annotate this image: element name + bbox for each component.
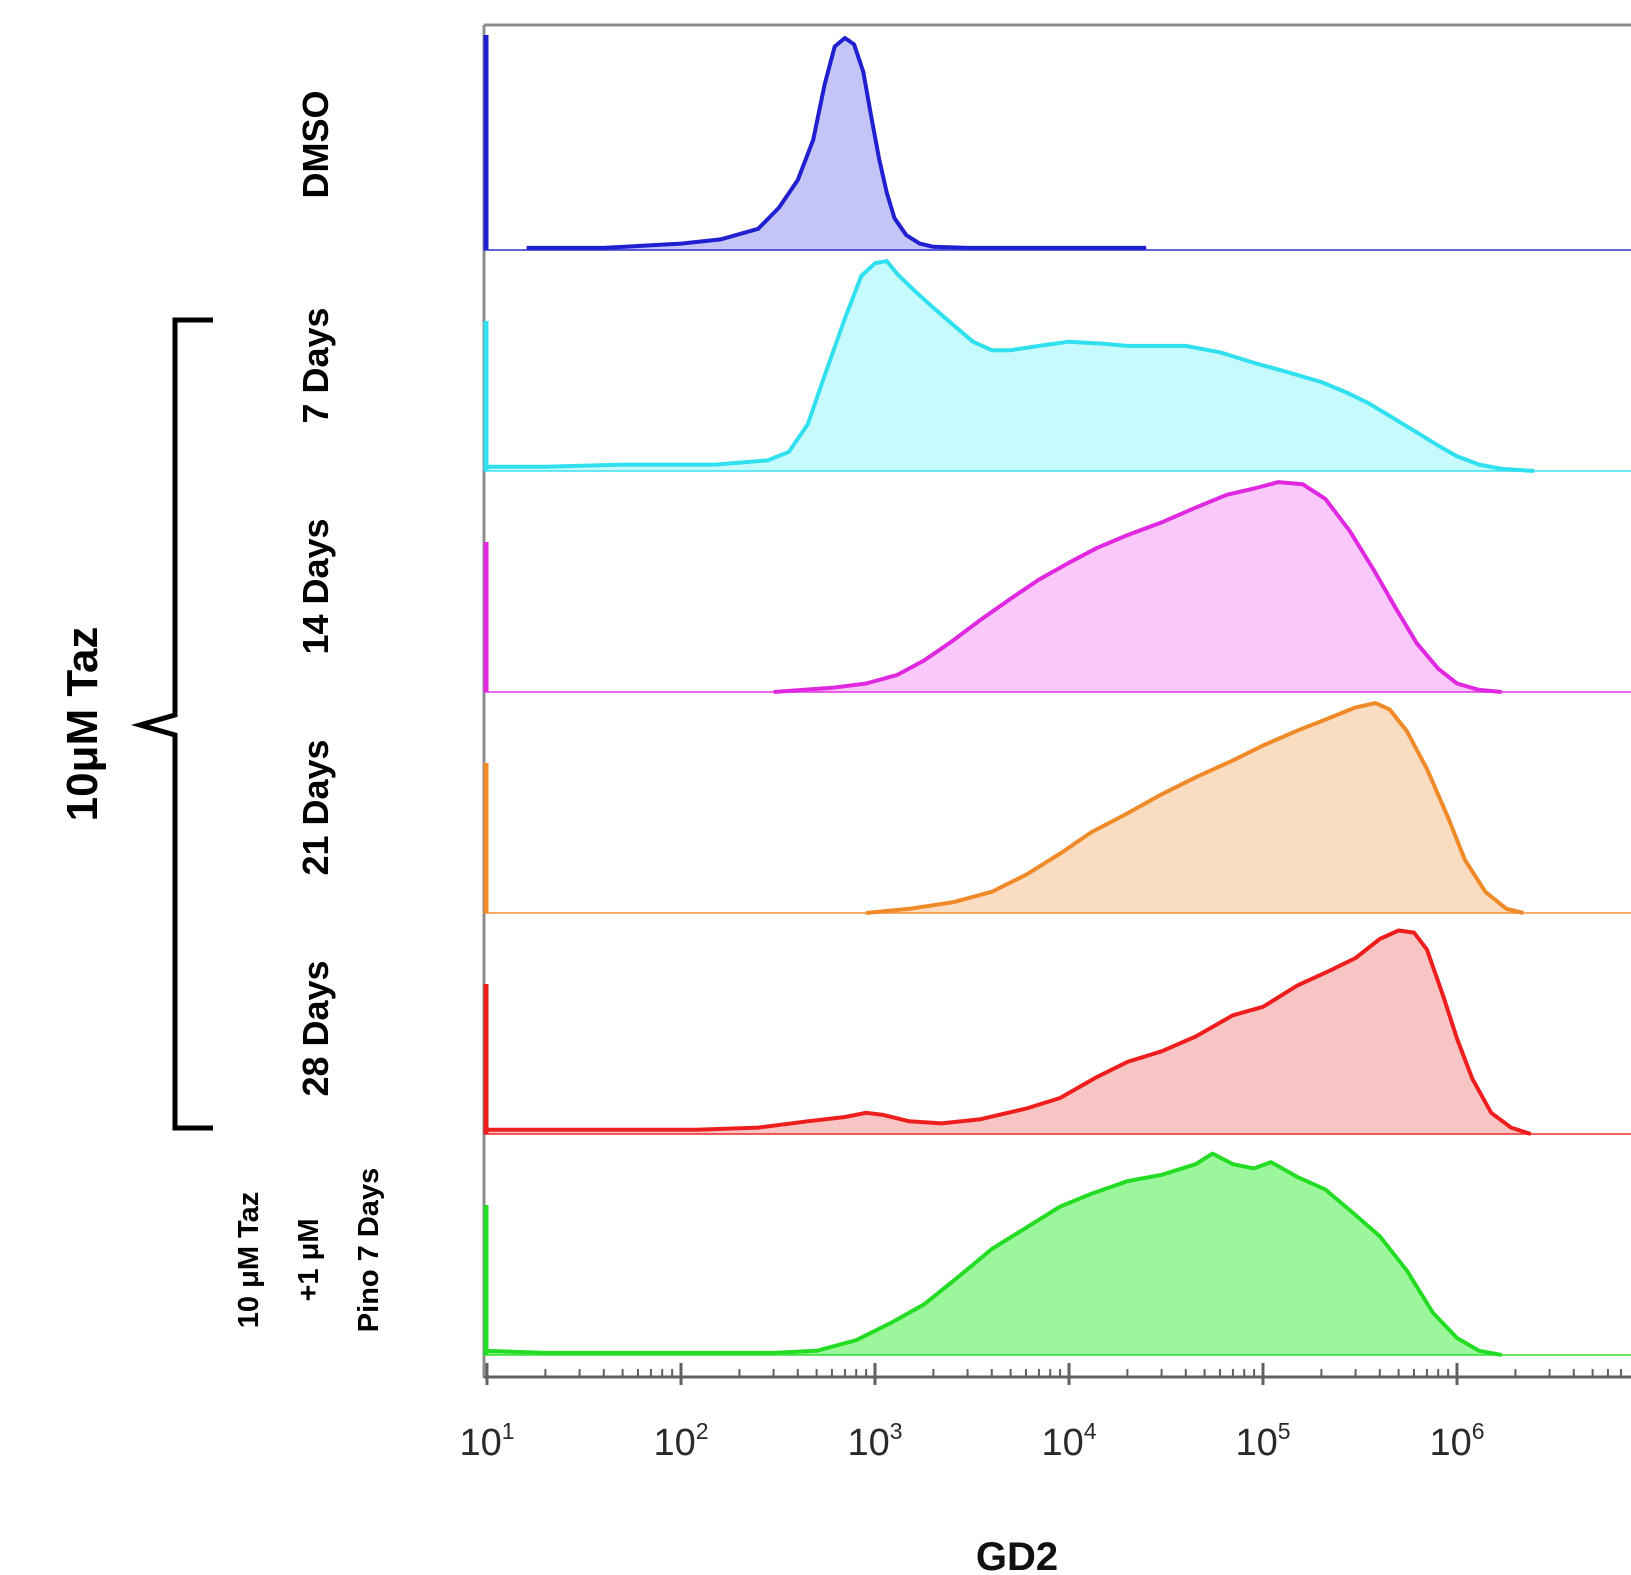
sample-label-5-line-2: Pino 7 Days <box>353 1168 385 1332</box>
histogram-curve-1 <box>484 259 1535 473</box>
histogram-fill-5 <box>484 1153 1502 1355</box>
x-tick-label-4: 105 <box>1235 1418 1290 1464</box>
histogram-curve-2 <box>773 480 1502 694</box>
x-axis: 101 102 103 104 105 106 10 <box>459 1363 1631 1464</box>
sample-label-1: 7 Days <box>295 307 336 423</box>
sample-label-4: 28 Days <box>295 960 336 1096</box>
x-tick-label-5: 106 <box>1429 1418 1484 1464</box>
histogram-curve-0 <box>526 36 1147 250</box>
x-tick-label-0: 101 <box>459 1418 514 1464</box>
sample-label-5-line-0: 10 μM Taz <box>233 1192 265 1328</box>
x-tick-label-1: 102 <box>653 1418 708 1464</box>
histogram-ridges <box>483 35 1631 1357</box>
sample-label-5-line-1: +1 μM <box>293 1218 325 1301</box>
group-label: 10μM Taz <box>58 627 107 822</box>
histogram-fill-1 <box>484 261 1535 471</box>
histogram-curve-4 <box>484 928 1532 1136</box>
sample-label-3: 21 Days <box>295 739 336 875</box>
histogram-curve-3 <box>865 701 1524 915</box>
histogram-fill-3 <box>866 703 1524 913</box>
sample-label-0: DMSO <box>295 91 336 199</box>
x-tick-label-2: 103 <box>847 1418 902 1464</box>
x-tick-label-3: 104 <box>1041 1418 1096 1464</box>
sample-labels: DMSO 7 Days 14 Days 21 Days 28 Days 10 μM Taz… <box>233 91 385 1333</box>
histogram-fill-4 <box>484 930 1531 1134</box>
x-axis-title: GD2 <box>976 1535 1058 1575</box>
x-tick-label-6: 10 <box>1630 1422 1631 1464</box>
histogram-curve-5 <box>483 1151 1503 1357</box>
sample-label-2: 14 Days <box>295 518 336 654</box>
group-bracket <box>130 317 213 1131</box>
histogram-fill-0 <box>526 38 1147 250</box>
